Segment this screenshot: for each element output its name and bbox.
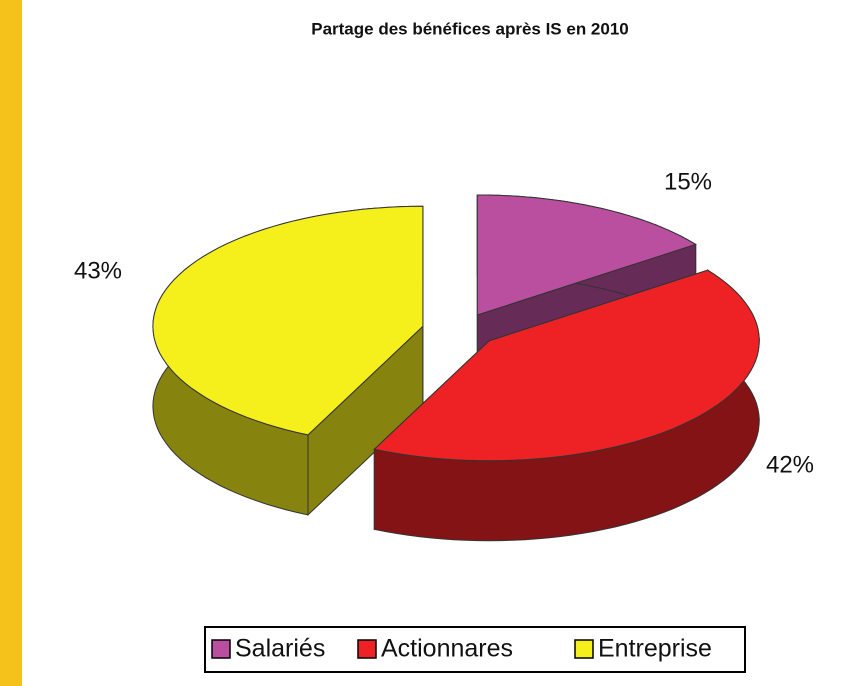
slice [152,205,424,517]
data-label: 42% [766,451,814,478]
slice-top [373,269,760,462]
data-label: 15% [664,168,712,195]
data-label: 43% [74,257,122,284]
legend-swatch [357,639,377,659]
legend-box [204,626,746,673]
legend-swatch [574,639,594,659]
legend-label: Actionnares [381,635,513,663]
legend-label: Entreprise [598,635,712,663]
legend-label: Salariés [235,635,325,663]
slice [373,269,760,542]
chart-title: Partage des bénéfices après IS en 2010 [311,19,629,38]
legend-swatch [211,639,231,659]
slice-top [476,194,697,316]
slice-top [152,205,424,436]
